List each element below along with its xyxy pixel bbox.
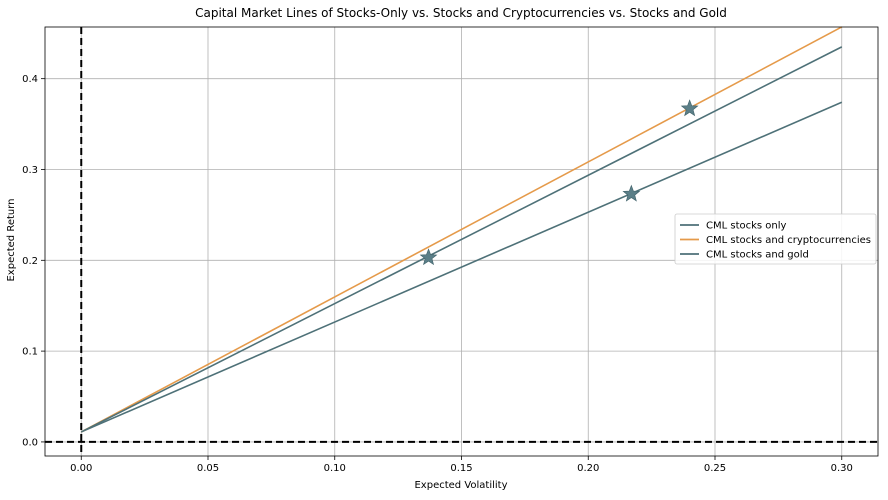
series-line-1 (80, 101, 843, 433)
legend-box (674, 213, 877, 265)
legend-label-1: CML stocks only (706, 221, 787, 232)
y-axis-label: Expected Return (6, 198, 17, 281)
legend-label-2: CML stocks and cryptocurrencies (706, 235, 871, 246)
chart-title: Capital Market Lines of Stocks-Only vs. … (195, 6, 727, 20)
tangency-star-2 (680, 99, 699, 117)
tangency-star-3 (419, 248, 438, 266)
y-tick-label: 0.0 (22, 437, 38, 448)
x-tick-label: 0.20 (577, 463, 599, 474)
x-tick-label: 0.15 (450, 463, 472, 474)
series-line-2 (80, 26, 843, 433)
tangency-markers (419, 99, 699, 266)
y-tick-label: 0.3 (22, 165, 38, 176)
series-line-3 (80, 46, 843, 433)
tangency-star-1 (622, 184, 641, 202)
y-tick-label: 0.4 (22, 74, 38, 85)
x-tick-label: 0.05 (197, 463, 219, 474)
y-tick-label: 0.2 (22, 256, 38, 267)
x-tick-label: 0.10 (324, 463, 346, 474)
reference-lines (45, 27, 878, 456)
x-tick-label: 0.30 (831, 463, 853, 474)
y-tick-label: 0.1 (22, 347, 38, 358)
axis-ticks: 0.00 0.05 0.10 0.15 0.20 0.25 0.30 0.0 0.1 0.2 0.3… (22, 74, 853, 474)
x-tick-label: 0.00 (70, 463, 92, 474)
legend-label-3: CML stocks and gold (706, 250, 809, 261)
x-axis-label: Expected Volatility (414, 480, 507, 491)
x-tick-label: 0.25 (704, 463, 726, 474)
legend: CML stocks only CML stocks and cryptocurr… (674, 213, 877, 265)
series-lines (80, 26, 843, 433)
